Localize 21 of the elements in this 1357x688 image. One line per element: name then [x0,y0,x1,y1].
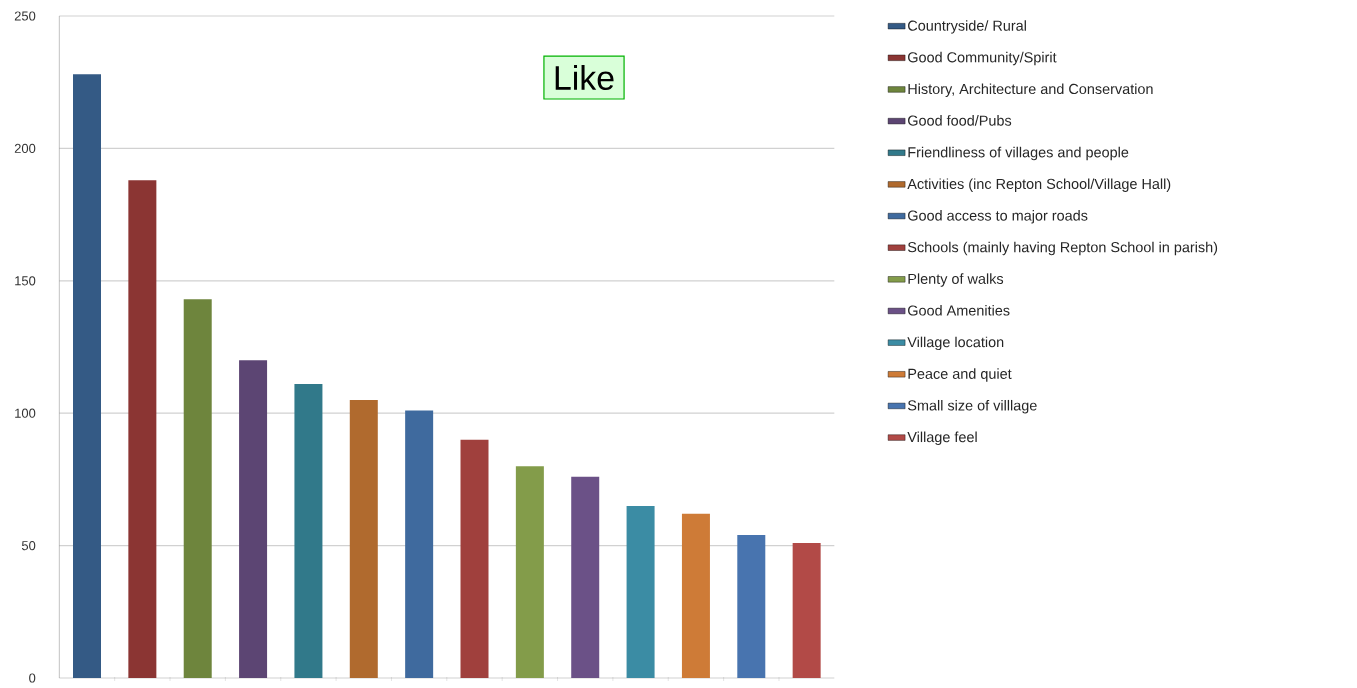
legend-label: Schools (mainly having Repton School in parish) [907,241,1218,256]
y-tick-label: 50 [21,541,36,551]
legend-label: History, Architecture and Conservation [908,83,1153,97]
legend-label: Good access to major roads [908,210,1088,224]
legend-label: Countryside/ Rural [908,20,1026,34]
legend-label: Good Community/Spirit [908,51,1057,66]
y-tick-label: 100 [15,408,36,418]
annotation: Like [555,65,614,90]
y-tick-label: 0 [29,673,36,683]
y-tick-label: 250 [14,11,36,21]
legend-label: Village feel [907,431,977,446]
legend-label: Peace and quiet [908,368,1012,382]
legend-label: Small size of villlage [907,399,1037,414]
legend-label: Plenty of walks [908,273,1004,287]
legend-label: Village location [907,336,1004,351]
legend-label: Friendliness of villages and people [908,146,1129,161]
y-tick-label: 150 [15,276,36,286]
legend-label: Activities (inc Repton School/Village Hall) [907,178,1171,192]
legend-label: Good food/Pubs [908,115,1012,126]
y-tick-label: 200 [14,143,36,153]
legend-label: Good Amenities [908,305,1010,316]
